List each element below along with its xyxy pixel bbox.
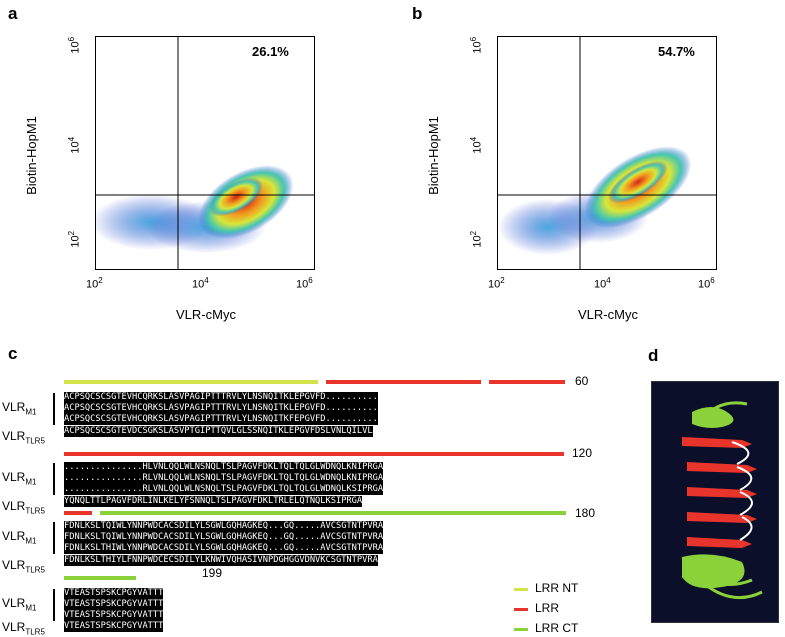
nt-cap bbox=[692, 407, 734, 428]
x-axis-label: VLR-cMyc bbox=[176, 307, 236, 322]
x-tick-6: 106 bbox=[698, 276, 715, 291]
m1-bracket bbox=[53, 589, 55, 621]
nt-loop bbox=[711, 401, 748, 412]
lrr-nt-bar bbox=[64, 380, 318, 384]
lrr-bar bbox=[64, 511, 92, 515]
y-tick-6: 106 bbox=[67, 36, 82, 54]
y-tick-6: 106 bbox=[469, 36, 484, 54]
label-vlr-tlr5: VLRTLR5 bbox=[2, 558, 45, 575]
sequence-row: ...............HLVNLQQLWLNSNQLTSLPAGVFDK… bbox=[64, 462, 384, 473]
scatter-svg bbox=[96, 37, 314, 269]
m1-bracket bbox=[53, 463, 55, 495]
label-vlr-tlr5: VLRTLR5 bbox=[2, 620, 45, 637]
y-tick-4: 104 bbox=[469, 136, 484, 154]
panel-letter-c: c bbox=[8, 344, 18, 363]
lrr-bar bbox=[489, 380, 565, 384]
position-number: 60 bbox=[575, 374, 589, 388]
position-number: 120 bbox=[572, 446, 593, 460]
label-vlr-m1: VLRM1 bbox=[2, 596, 37, 613]
sequence-row: VTEASTSPSKCPGYVATTT bbox=[64, 610, 164, 621]
flow-plot-a: 26.1% 106 104 102 102 104 106 VLR-cMyc B… bbox=[0, 0, 400, 330]
x-axis-label: VLR-cMyc bbox=[578, 307, 638, 322]
label-vlr-m1: VLRM1 bbox=[2, 529, 37, 546]
lrr-bar bbox=[326, 380, 481, 384]
legend-swatch-lrr-ct bbox=[514, 628, 528, 631]
sequence-row: VTEASTSPSKCPGYVATTT bbox=[64, 599, 164, 610]
flow-plot-b: 54.7% 106 104 102 102 104 106 VLR-cMyc B… bbox=[400, 0, 785, 330]
legend-label-lrr: LRR bbox=[535, 601, 560, 615]
x-tick-4: 104 bbox=[594, 276, 611, 291]
plot-frame bbox=[95, 36, 315, 270]
m1-bracket bbox=[53, 522, 55, 554]
sequence-row: FDNLKSLTQIWLYNNPWDCACSDILYLSGWLGQHAGKEQ.… bbox=[64, 521, 384, 532]
legend-swatch-lrr bbox=[514, 608, 528, 611]
lrr-ct-bar bbox=[100, 511, 566, 515]
y-tick-2: 102 bbox=[469, 230, 484, 248]
legend-swatch-lrr-nt bbox=[514, 588, 528, 591]
m1-bracket bbox=[53, 393, 55, 425]
ct-helix bbox=[682, 554, 745, 589]
ct-loop bbox=[691, 570, 763, 600]
position-number: 199 bbox=[202, 566, 223, 580]
y-axis-label: Biotin-HopM1 bbox=[425, 116, 441, 195]
panel-letter-a: a bbox=[8, 4, 18, 23]
lrr-ct-bar bbox=[64, 576, 136, 580]
sequence-row: ...............RLVNLQQLWLNSNQLTSLPAGVFDK… bbox=[64, 473, 384, 484]
label-vlr-m1: VLRM1 bbox=[2, 470, 37, 487]
sequence-row: FDNLKSLTQIWLYNNPWDCACSDILYLSGWLGQHAGKEQ.… bbox=[64, 532, 384, 543]
sequence-row: ACPSQCSCSGTEVHCQRKSLASVPAGIPTTTRVLYLNSNQ… bbox=[64, 403, 378, 414]
sequence-row: ACPSQCSCSGTEVHCQRKSLASVPAGIPTTTRVLYLNSNQ… bbox=[64, 414, 378, 425]
legend-label-lrr-ct: LRR CT bbox=[535, 621, 579, 635]
lrr-bar bbox=[64, 452, 564, 456]
sequence-row: YQNQLTTLPAGVFDRLINLKELYFSNNQLTSLPAGVFDKL… bbox=[64, 496, 363, 507]
loops bbox=[731, 441, 753, 541]
panel-letter-d: d bbox=[648, 346, 659, 365]
y-axis-label: Biotin-HopM1 bbox=[23, 116, 39, 195]
sequence-row: ...............RLVNLQQLWLNSNQLTSLPAGVFDK… bbox=[64, 484, 384, 495]
lrr-strand bbox=[687, 487, 757, 498]
sequence-row: FDNLKSLTHIYLFNNPWDCECSDILYLKNWIVQHASIVNP… bbox=[64, 555, 378, 566]
y-tick-2: 102 bbox=[67, 230, 82, 248]
label-vlr-tlr5: VLRTLR5 bbox=[2, 429, 45, 446]
alignment-panel: 60 ACPSQCSCSGTEVHCQRKSLASVPAGIPTTTRVLYLN… bbox=[0, 370, 640, 637]
x-tick-2: 102 bbox=[86, 276, 103, 291]
population-core bbox=[209, 177, 263, 217]
label-vlr-m1: VLRM1 bbox=[2, 400, 37, 417]
x-tick-2: 102 bbox=[488, 276, 505, 291]
protein-structure bbox=[651, 381, 779, 623]
panel-letter-b: b bbox=[412, 4, 423, 23]
lrr-strand bbox=[687, 537, 752, 548]
legend-label-lrr-nt: LRR NT bbox=[535, 581, 579, 595]
x-tick-6: 106 bbox=[296, 276, 313, 291]
sequence-row: ACPSQCSCSGTEVDCSGKSLASVPTGIPTTQVLGLSSNQI… bbox=[64, 426, 373, 437]
lrr-strand bbox=[682, 437, 752, 448]
plot-frame bbox=[497, 36, 717, 270]
position-number: 180 bbox=[575, 506, 596, 520]
y-tick-4: 104 bbox=[67, 136, 82, 154]
sequence-row: ACPSQCSCSGTEVHCQRKSLASVPAGIPTTTRVLYLNSNQ… bbox=[64, 392, 378, 403]
sequence-row: FDNLKSLTHIWLYNNPWDCACSDILYLSGWLGQHAGKEQ.… bbox=[64, 543, 384, 554]
structure-svg bbox=[682, 401, 763, 600]
label-vlr-tlr5: VLRTLR5 bbox=[2, 499, 45, 516]
lrr-strand bbox=[687, 462, 757, 473]
sequence-row: VTEASTSPSKCPGYVATTT bbox=[64, 621, 164, 632]
population-core bbox=[608, 160, 668, 204]
lrr-strand bbox=[687, 512, 757, 523]
quadrant-percent: 26.1% bbox=[252, 44, 289, 59]
quadrant-percent: 54.7% bbox=[658, 44, 695, 59]
scatter-svg bbox=[498, 37, 716, 269]
x-tick-4: 104 bbox=[192, 276, 209, 291]
sequence-row: VTEASTSPSKCPGYVATTT bbox=[64, 588, 164, 599]
